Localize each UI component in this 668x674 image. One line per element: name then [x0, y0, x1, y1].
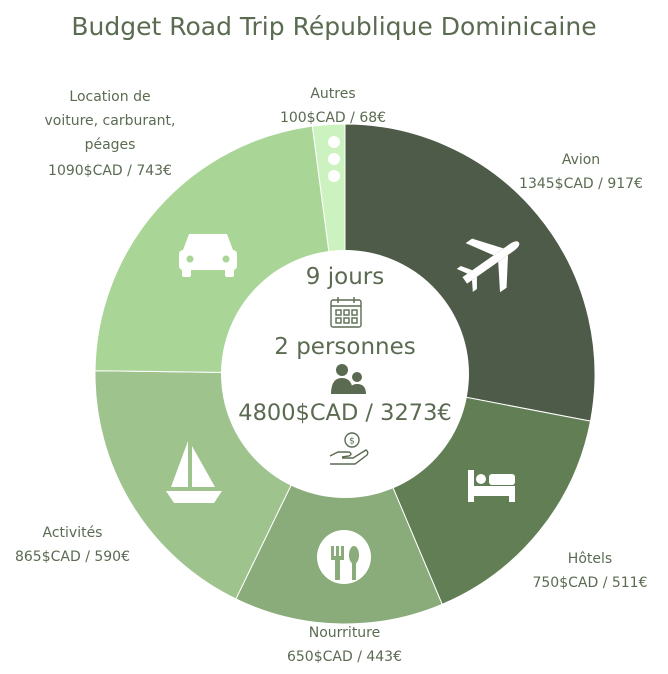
label-activites-value: 865$CAD / 590€ [14, 549, 130, 565]
label-location-line-1: Location de [69, 89, 151, 105]
label-autres-value: 100$CAD / 68€ [279, 110, 387, 126]
label-location-line-2: voiture, carburant, [44, 113, 176, 129]
label-hotels: Hôtels 750$CAD / 511€ [520, 547, 660, 595]
label-hotels-name: Hôtels [567, 551, 613, 567]
calendar-icon [330, 297, 362, 328]
label-location: Location de voiture, carburant, péages 1… [30, 85, 190, 183]
sailboat-icon [166, 441, 222, 503]
svg-text:$: $ [349, 437, 355, 447]
label-nourriture: Nourriture 650$CAD / 443€ [262, 621, 427, 669]
chart-title: Budget Road Trip République Dominicaine [71, 12, 597, 41]
center-total: 4800$CAD / 3273€ [238, 400, 452, 426]
label-autres: Autres 100$CAD / 68€ [258, 82, 408, 130]
bed-icon [468, 470, 515, 502]
label-location-value: 1090$CAD / 743€ [48, 163, 172, 179]
people-icon [331, 364, 366, 394]
airplane-icon [456, 238, 520, 293]
fork-spoon-icon [317, 530, 371, 584]
label-avion: Avion 1345$CAD / 917€ [506, 148, 656, 196]
label-autres-name: Autres [310, 86, 356, 102]
label-activites-name: Activités [42, 525, 103, 541]
center-days: 9 jours [305, 264, 385, 290]
label-nourriture-name: Nourriture [308, 625, 381, 641]
label-activites: Activités 865$CAD / 590€ [0, 521, 145, 569]
label-avion-name: Avion [561, 152, 601, 168]
label-nourriture-value: 650$CAD / 443€ [286, 649, 402, 665]
label-avion-value: 1345$CAD / 917€ [519, 176, 643, 192]
label-hotels-value: 750$CAD / 511€ [532, 575, 648, 591]
dots-icon [328, 136, 340, 182]
slice-nourriture [235, 372, 443, 625]
center-people: 2 personnes [274, 334, 416, 360]
car-icon [179, 234, 237, 277]
label-location-line-3: péages [84, 137, 136, 153]
money-hand-icon [329, 432, 369, 465]
